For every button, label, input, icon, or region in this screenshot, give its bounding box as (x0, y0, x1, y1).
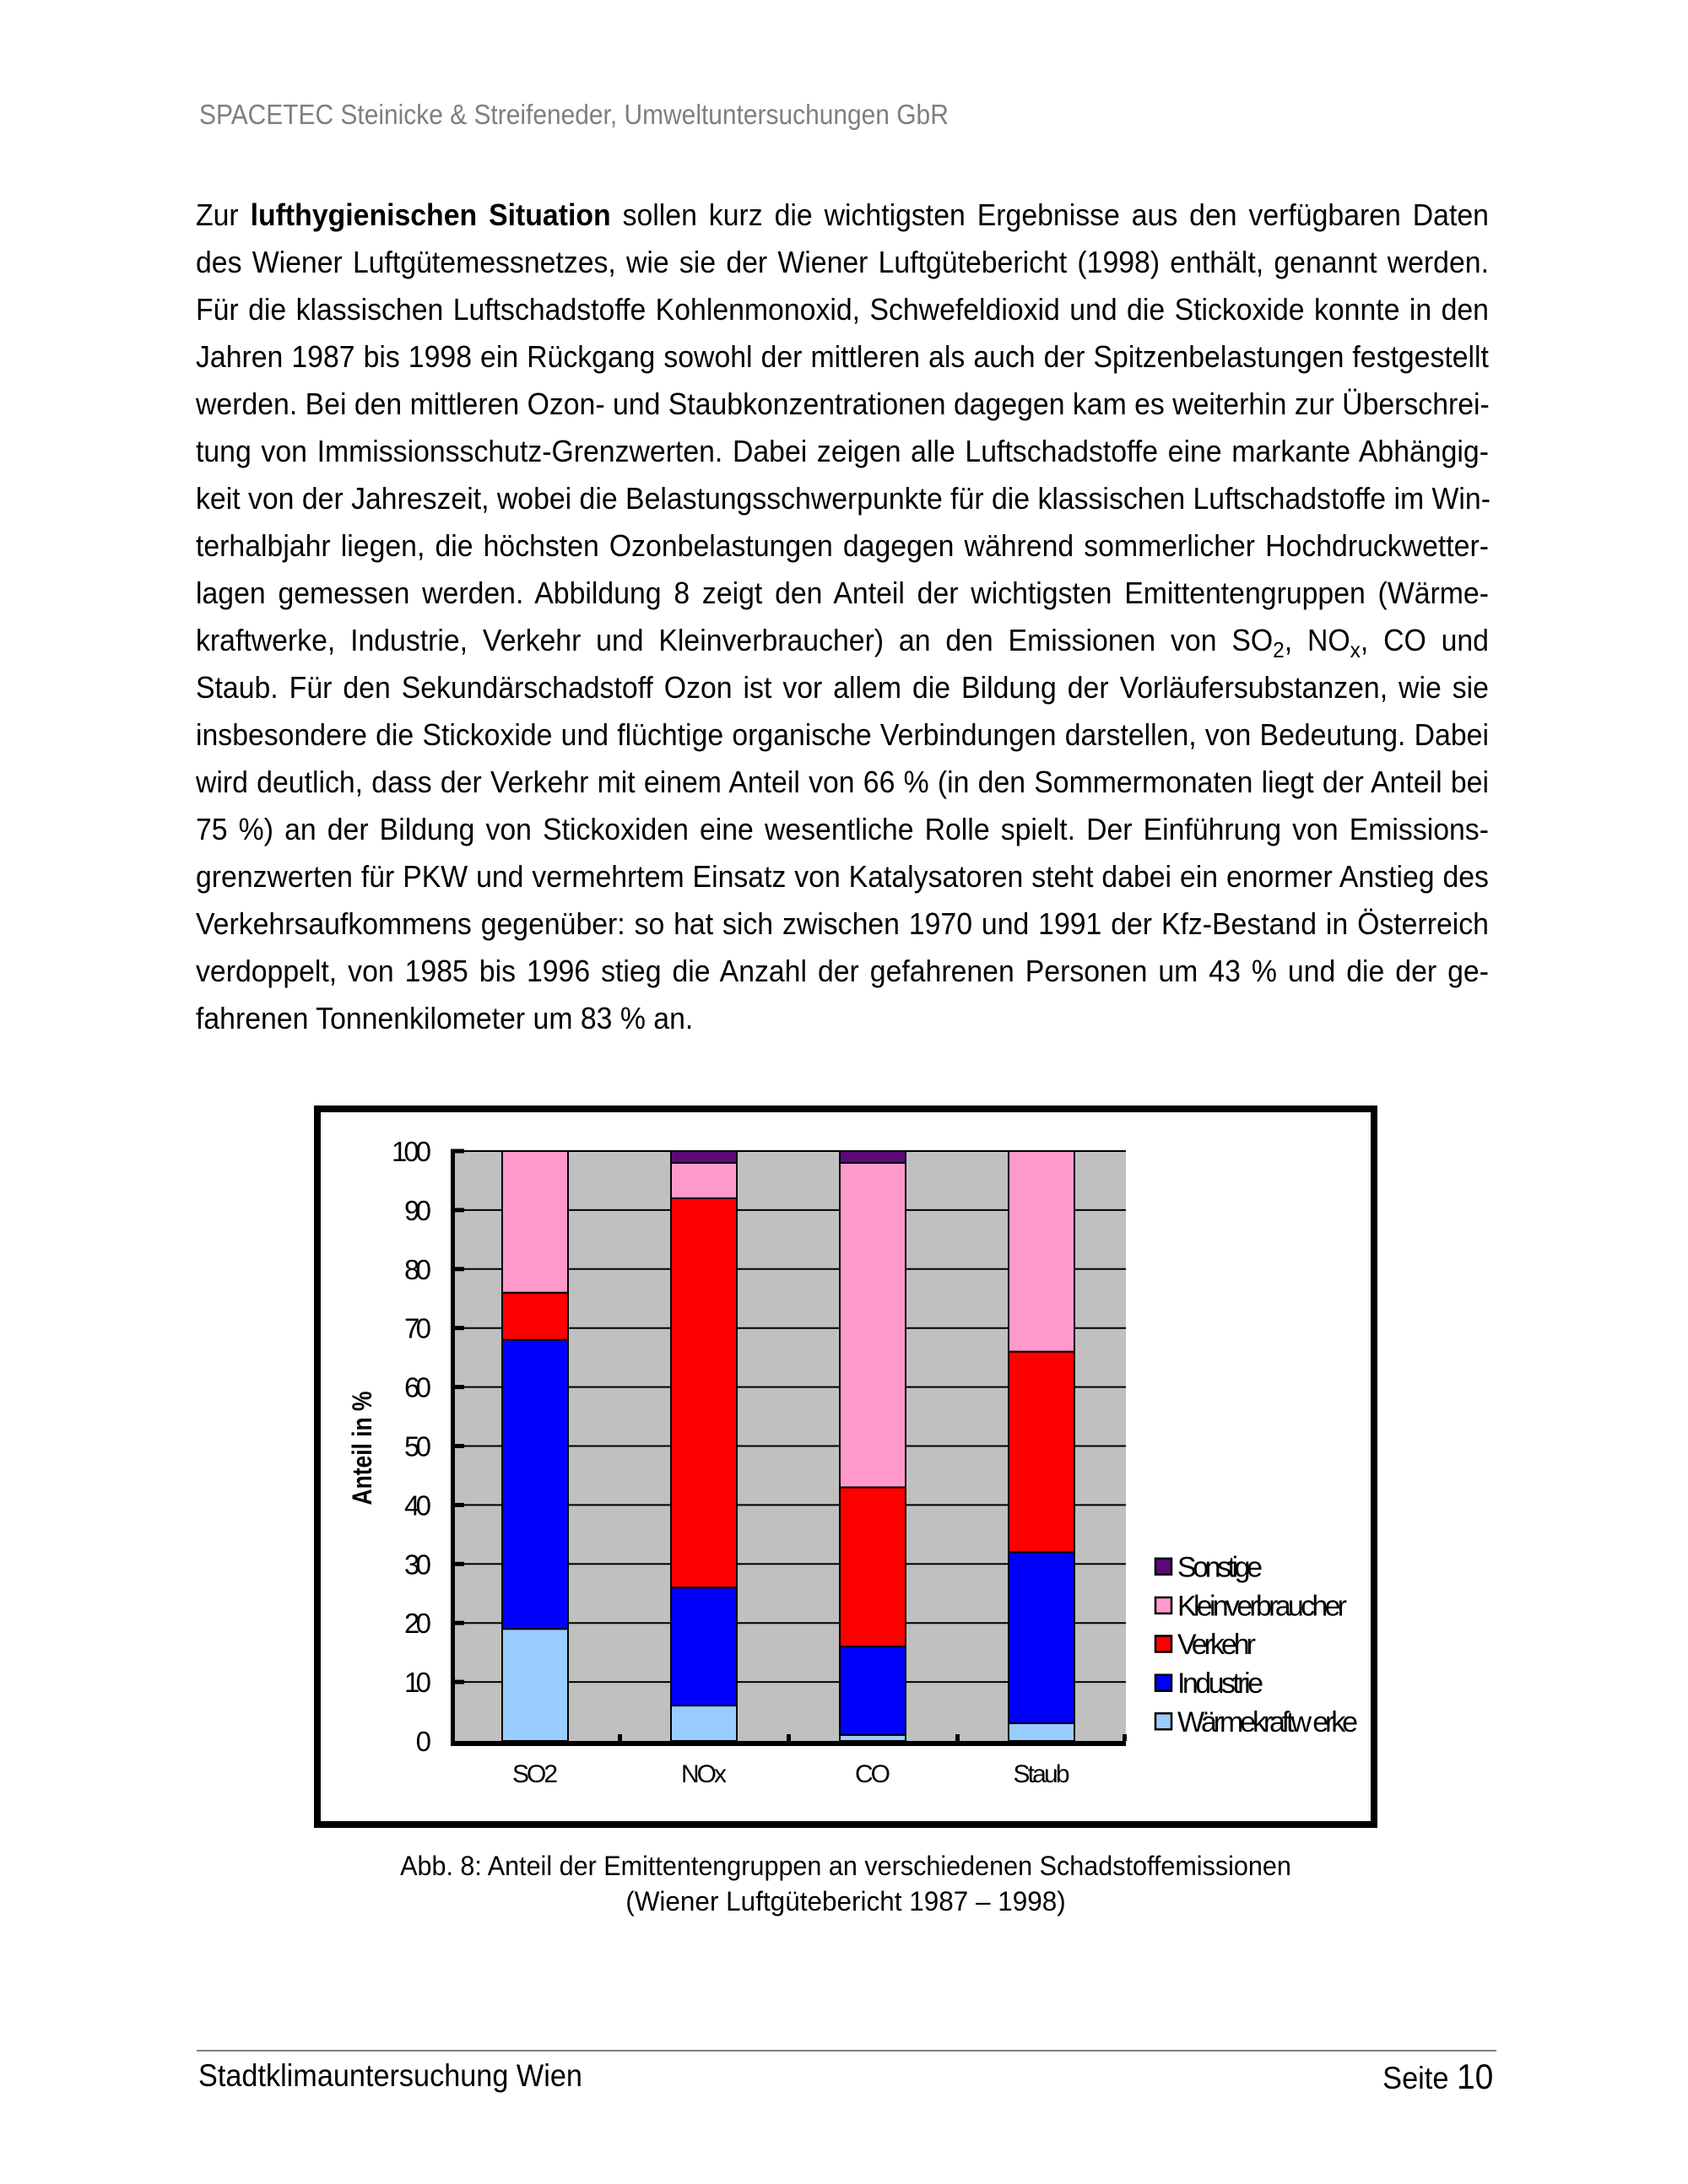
svg-text:20: 20 (404, 1608, 431, 1639)
svg-text:Sonstige: Sonstige (1177, 1551, 1263, 1583)
svg-text:Staub: Staub (1014, 1760, 1070, 1788)
svg-text:SO2: SO2 (512, 1760, 558, 1788)
svg-text:80: 80 (404, 1254, 431, 1285)
svg-text:50: 50 (404, 1431, 431, 1462)
svg-text:70: 70 (404, 1313, 431, 1344)
svg-text:40: 40 (404, 1489, 431, 1521)
svg-text:Industrie: Industrie (1177, 1668, 1263, 1700)
svg-text:Verkehr: Verkehr (1177, 1629, 1256, 1661)
svg-text:Wärmekraftw erke: Wärmekraftw erke (1177, 1706, 1358, 1738)
svg-text:NOx: NOx (681, 1760, 727, 1788)
svg-text:10: 10 (404, 1667, 431, 1698)
svg-text:30: 30 (404, 1549, 431, 1580)
svg-text:100: 100 (392, 1136, 431, 1167)
svg-text:Kleinverbraucher: Kleinverbraucher (1177, 1590, 1347, 1622)
svg-text:60: 60 (404, 1372, 431, 1403)
svg-text:Anteil in %: Anteil in % (347, 1392, 377, 1506)
svg-text:90: 90 (404, 1195, 431, 1226)
svg-text:0: 0 (416, 1726, 431, 1757)
svg-text:CO: CO (855, 1760, 890, 1788)
